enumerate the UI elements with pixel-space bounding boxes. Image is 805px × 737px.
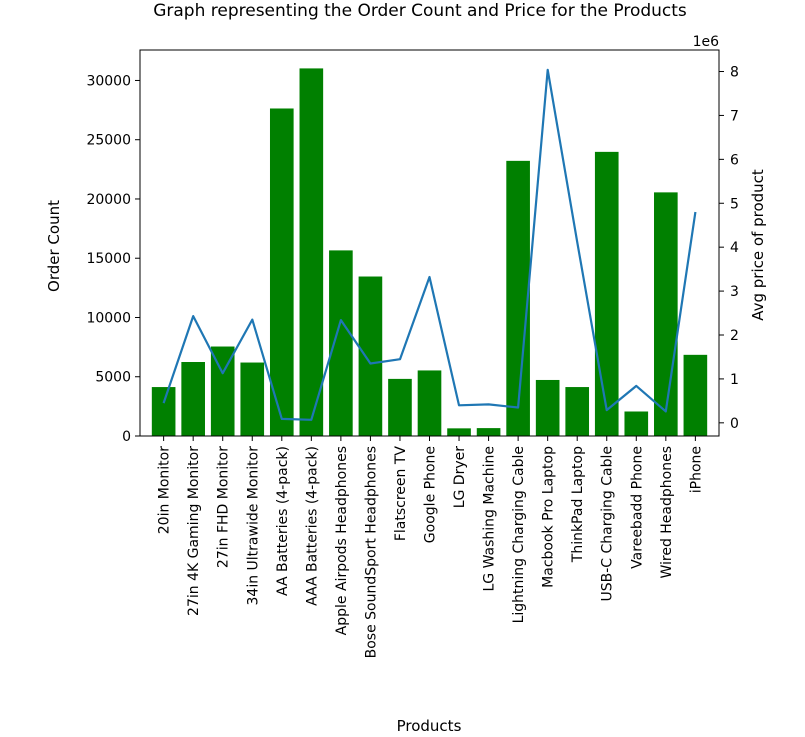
y-tick-label: 25000 <box>86 133 131 149</box>
x-tick-label: Flatscreen TV <box>393 446 409 542</box>
bar <box>240 362 265 436</box>
x-tick-label: Bose SoundSport Headphones <box>363 446 379 658</box>
x-tick-label: 27in FHD Monitor <box>216 446 232 568</box>
bar <box>683 354 708 436</box>
bar <box>565 387 590 436</box>
bar <box>329 250 353 436</box>
x-tick-label: LG Dryer <box>452 446 468 509</box>
x-tick-label: ThinkPad Laptop <box>570 446 586 563</box>
x-tick-label: Wired Headphones <box>659 446 675 579</box>
x-tick-label: AA Batteries (4-pack) <box>275 446 291 596</box>
x-tick-label: Apple Airpods Headphones <box>334 446 350 635</box>
x-tick-label: LG Washing Machine <box>482 446 498 592</box>
y2-tick-label: 2 <box>730 328 739 344</box>
y2-tick-label: 8 <box>730 65 739 81</box>
x-tick-label: 27in 4K Gaming Monitor <box>186 446 202 616</box>
y2-tick-label: 5 <box>730 196 739 212</box>
y-tick-label: 30000 <box>86 73 131 89</box>
x-tick-label: 34in Ultrawide Monitor <box>245 446 261 606</box>
bar <box>151 387 176 436</box>
x-axis-label: Products <box>397 717 462 735</box>
bar <box>210 346 235 436</box>
y-tick-label: 0 <box>122 429 131 445</box>
y2-axis-label: Avg price of product <box>749 169 767 321</box>
x-tick-label: iPhone <box>688 446 704 493</box>
bar <box>624 411 649 436</box>
y2-tick-label: 4 <box>730 240 739 256</box>
x-tick-label: 20in Monitor <box>157 446 173 534</box>
y-tick-label: 15000 <box>86 251 131 267</box>
bar <box>417 370 442 436</box>
price-line <box>162 68 697 421</box>
bar <box>181 361 205 436</box>
y2-tick-label: 7 <box>730 108 739 124</box>
y2-tick-label: 3 <box>730 284 739 300</box>
y-tick-label: 20000 <box>86 192 131 208</box>
bar <box>447 428 471 436</box>
x-tick-label: AAA Batteries (4-pack) <box>304 446 320 606</box>
bar <box>654 192 678 436</box>
x-tick-label: Vareebadd Phone <box>629 446 645 569</box>
y2-offset-label: 1e6 <box>693 34 720 50</box>
bar <box>506 160 530 436</box>
y2-tick-label: 6 <box>730 152 739 168</box>
bar <box>476 428 501 436</box>
y-tick-label: 5000 <box>95 370 131 386</box>
plot-area: 0 5000 10000 15000 20000 25000 30000 0 1 2 3 4 5 6 7 8 2… <box>86 49 739 658</box>
bar <box>299 68 324 437</box>
bar <box>535 379 560 436</box>
y2-tick-label: 0 <box>730 416 739 432</box>
x-tick-label: Google Phone <box>423 446 439 543</box>
y2-tick-label: 1 <box>730 372 739 388</box>
x-tick-label: Lightning Charging Cable <box>511 446 527 623</box>
bar <box>388 378 412 436</box>
y-axis-label: Order Count <box>45 200 63 292</box>
bar <box>594 151 619 436</box>
bar <box>358 276 383 436</box>
x-tick-label: USB-C Charging Cable <box>600 446 616 601</box>
chart-title: Graph representing the Order Count and P… <box>153 1 687 21</box>
x-tick-label: Macbook Pro Laptop <box>541 446 557 588</box>
y-tick-label: 10000 <box>86 310 131 326</box>
bar <box>269 108 294 437</box>
